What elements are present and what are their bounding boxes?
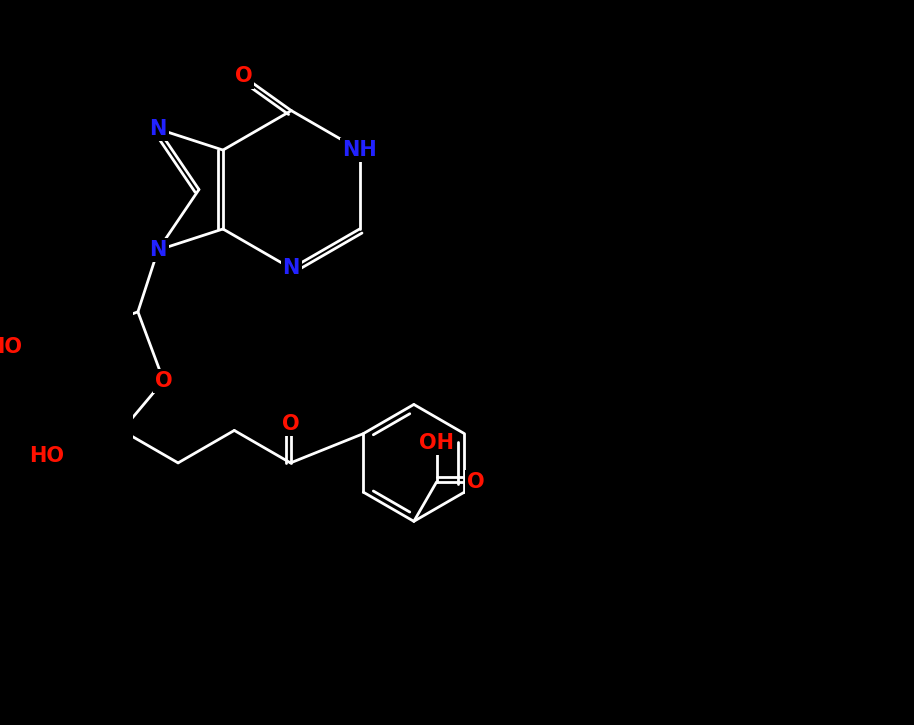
Text: O: O xyxy=(235,67,252,86)
Text: O: O xyxy=(154,370,173,391)
Text: O: O xyxy=(282,414,299,434)
Text: N: N xyxy=(149,119,166,139)
Text: N: N xyxy=(149,240,166,260)
Text: NH: NH xyxy=(342,140,377,160)
Text: HO: HO xyxy=(28,447,64,466)
Text: OH: OH xyxy=(420,433,454,453)
Text: HO: HO xyxy=(0,337,22,357)
Text: N: N xyxy=(282,258,300,278)
Text: O: O xyxy=(467,472,484,492)
